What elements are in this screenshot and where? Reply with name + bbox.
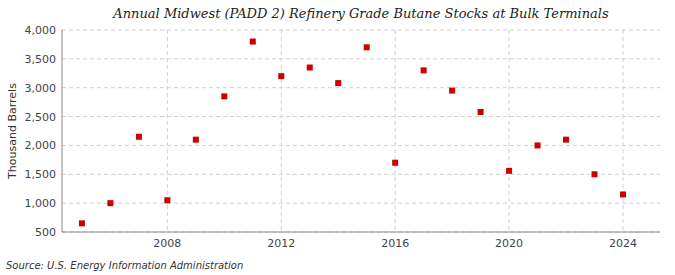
x-grid-line xyxy=(281,30,282,232)
y-tick-label: 2,500 xyxy=(25,111,57,124)
title: Annual Midwest (PADD 2) Refinery Grade B… xyxy=(112,6,609,21)
y-tick-label: 500 xyxy=(35,226,56,239)
grid xyxy=(62,30,660,232)
point xyxy=(335,80,341,86)
y-grid-line xyxy=(62,232,660,233)
x-tick-label: 2016 xyxy=(381,237,409,250)
y-tick-label: 4,000 xyxy=(25,24,57,37)
y-grid-line xyxy=(62,30,660,31)
point xyxy=(421,67,427,73)
point xyxy=(535,142,541,148)
y-grid-line xyxy=(62,203,660,204)
point xyxy=(136,134,142,140)
point xyxy=(449,88,455,94)
y-axis-line xyxy=(62,30,63,232)
point xyxy=(620,191,626,197)
x-grid-line xyxy=(395,30,396,232)
y-axis-label: Thousand Barrels xyxy=(6,83,19,180)
x-axis-line xyxy=(62,232,660,233)
point xyxy=(107,200,113,206)
point xyxy=(221,93,227,99)
point xyxy=(506,168,512,174)
point xyxy=(79,220,85,226)
x-tick-label: 2008 xyxy=(153,237,181,250)
point xyxy=(250,39,256,45)
source-note: Source: U.S. Energy Information Administ… xyxy=(6,260,243,271)
point xyxy=(164,197,170,203)
point xyxy=(563,137,569,143)
y-grid-line xyxy=(62,174,660,175)
y-tick-label: 1,000 xyxy=(25,197,57,210)
point xyxy=(278,73,284,79)
point xyxy=(392,160,398,166)
point xyxy=(364,44,370,50)
point xyxy=(193,137,199,143)
x-grid-line xyxy=(509,30,510,232)
points xyxy=(79,39,626,227)
y-grid-line xyxy=(62,145,660,146)
y-tick-label: 2,000 xyxy=(25,139,57,152)
point xyxy=(307,65,313,71)
point xyxy=(478,109,484,115)
y-grid-line xyxy=(62,87,660,88)
x-tick-label: 2020 xyxy=(495,237,523,250)
x-tick-label: 2012 xyxy=(267,237,295,250)
x-tick-label: 2024 xyxy=(609,237,637,250)
chart: Annual Midwest (PADD 2) Refinery Grade B… xyxy=(0,0,675,275)
x-grid-line xyxy=(622,30,623,232)
y-tick-label: 3,000 xyxy=(25,82,57,95)
y-tick-label: 3,500 xyxy=(25,53,57,66)
y-grid-line xyxy=(62,116,660,117)
y-grid-line xyxy=(62,58,660,59)
y-tick-label: 1,500 xyxy=(25,168,57,181)
point xyxy=(592,171,598,177)
